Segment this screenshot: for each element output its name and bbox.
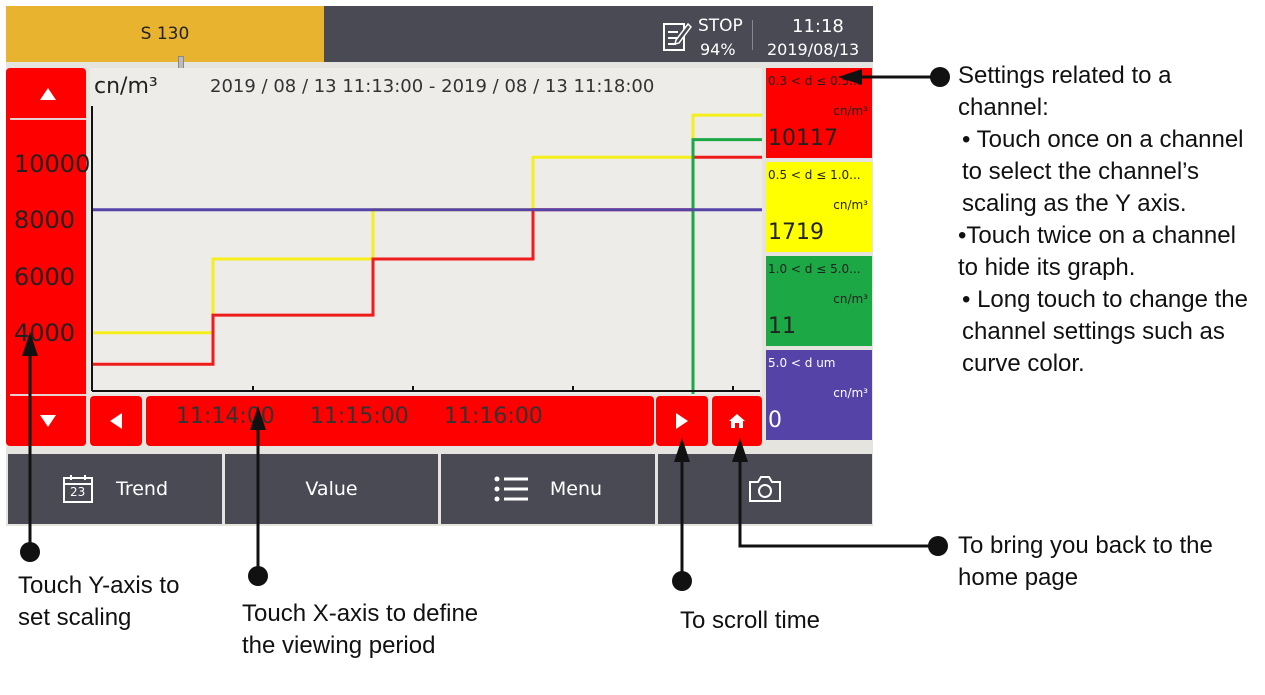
y-tick-label: 4000 (14, 319, 76, 347)
y-axis-up-button[interactable] (10, 70, 86, 120)
channel-note-title: Settings related to a channel: (958, 62, 1172, 121)
calendar-day: 23 (70, 485, 86, 499)
y-axis-down-button[interactable] (10, 394, 86, 446)
scroll-forward-button[interactable] (656, 396, 708, 446)
channel-value: 1719 (768, 220, 824, 245)
scroll-back-button[interactable] (90, 396, 142, 446)
triangle-left-icon (110, 413, 122, 429)
chart-unit: cn/m³ (94, 74, 158, 99)
y-axis-panel[interactable]: 10000 8000 6000 4000 (6, 68, 90, 446)
channel-range: 0.3 < d ≤ 0.5... (768, 74, 861, 88)
channel-unit: cn/m³ (833, 198, 868, 212)
y-tick-label: 10000 (14, 150, 91, 178)
clock-date: 2019/08/13 (767, 40, 860, 59)
channel-1[interactable]: 0.3 < d ≤ 0.5... cn/m³ 10117 (766, 68, 872, 158)
status-divider (752, 20, 753, 50)
y-axis-note: Touch Y-axis to set scaling (18, 572, 180, 631)
nav-trend-button[interactable]: 23 Trend (8, 454, 222, 524)
channel-range: 0.5 < d ≤ 1.0... (768, 168, 861, 182)
calendar-icon: 23 (62, 474, 94, 504)
triangle-up-icon (40, 88, 56, 100)
channel-unit: cn/m³ (833, 292, 868, 306)
screenshot-button[interactable] (658, 454, 872, 524)
y-tick-label: 8000 (14, 206, 76, 234)
chart-time-range: 2019 / 08 / 13 11:13:00 - 2019 / 08 / 13… (210, 76, 655, 97)
scroll-note: To scroll time (680, 607, 821, 634)
channel-value: 11 (768, 314, 796, 339)
device-name-tab[interactable]: S 130 (6, 6, 324, 62)
run-state: STOP (698, 16, 743, 36)
chart-area[interactable] (90, 68, 762, 394)
nav-value-button[interactable]: Value (225, 454, 438, 524)
channel-range: 1.0 < d ≤ 5.0... (768, 262, 861, 276)
channel-settings-note: Settings related to a channel: • Touch o… (958, 60, 1258, 380)
channel-value: 0 (768, 408, 782, 433)
home-button[interactable] (712, 396, 762, 446)
channel-4[interactable]: 5.0 < d um cn/m³ 0 (766, 350, 872, 440)
clock-time: 11:18 (792, 16, 844, 37)
trend-chart[interactable] (90, 100, 762, 394)
device-name: S 130 (140, 24, 190, 44)
nav-value-label: Value (305, 478, 358, 500)
channel-note-bullet: • Long touch to change the channel setti… (962, 286, 1248, 377)
channel-range: 5.0 < d um (768, 356, 836, 370)
camera-icon (749, 476, 781, 502)
channel-value: 10117 (768, 126, 838, 151)
x-axis-note: Touch X-axis to define the viewing perio… (242, 600, 479, 659)
x-tick-label: 11:15:00 (310, 404, 409, 429)
nav-menu-button[interactable]: Menu (441, 454, 655, 524)
list-menu-icon (494, 476, 528, 502)
edit-document-icon[interactable] (662, 20, 692, 52)
nav-trend-label: Trend (116, 478, 168, 500)
x-tick-label: 11:16:00 (444, 404, 543, 429)
y-tick-label: 6000 (14, 263, 76, 291)
x-axis-bar[interactable] (146, 396, 654, 446)
battery-level: 94% (700, 40, 736, 59)
channel-unit: cn/m³ (833, 386, 868, 400)
home-icon (729, 414, 745, 428)
channel-2[interactable]: 0.5 < d ≤ 1.0... cn/m³ 1719 (766, 162, 872, 252)
home-note: To bring you back to the home page (958, 532, 1213, 591)
triangle-right-icon (676, 413, 688, 429)
series-line-3 (691, 138, 762, 394)
channel-unit: cn/m³ (833, 104, 868, 118)
channel-note-bullet: •Touch twice on a channel to hide its gr… (958, 222, 1236, 281)
channel-3[interactable]: 1.0 < d ≤ 5.0... cn/m³ 11 (766, 256, 872, 346)
channel-note-bullet: • Touch once on a channel to select the … (962, 126, 1244, 217)
triangle-down-icon (40, 415, 56, 427)
nav-menu-label: Menu (549, 478, 603, 500)
